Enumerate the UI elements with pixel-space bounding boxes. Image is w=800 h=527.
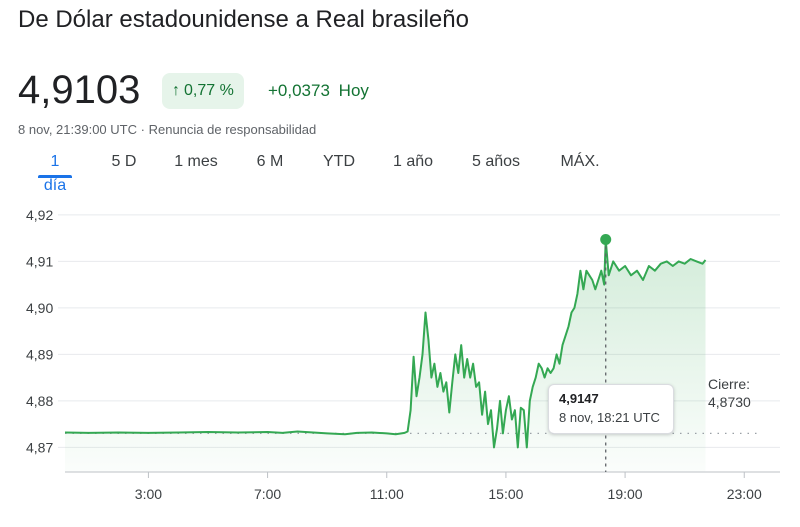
hover-point	[600, 234, 612, 246]
tooltip-value: 4,9147	[559, 391, 599, 406]
x-tick-label: 3:00	[135, 486, 162, 502]
time-range-tabs: 1 día 5 D 1 mes 6 M YTD 1 año 5 años MÁX…	[0, 150, 800, 194]
tab-1-month[interactable]: 1 mes	[174, 153, 218, 170]
y-tick-label: 4,91	[26, 253, 53, 269]
tooltip-time: 8 nov, 18:21 UTC	[559, 410, 660, 425]
y-tick-label: 4,88	[26, 393, 53, 409]
meta-separator: ·	[140, 122, 145, 137]
y-tick-label: 4,90	[26, 300, 53, 316]
change-period: Hoy	[338, 81, 369, 100]
tab-5-years[interactable]: 5 años	[471, 153, 521, 170]
change-percent-badge: ↑ 0,77 %	[162, 73, 244, 109]
x-tick-label: 15:00	[488, 486, 523, 502]
x-tick-label: 19:00	[608, 486, 643, 502]
series-area	[65, 239, 706, 472]
current-price: 4,9103	[18, 68, 141, 112]
tab-6-months[interactable]: 6 M	[256, 153, 284, 170]
page-title: De Dólar estadounidense a Real brasileño	[18, 6, 469, 33]
hover-tooltip: 4,9147 8 nov, 18:21 UTC	[548, 384, 674, 434]
series-line	[64, 238, 707, 449]
change-absolute: +0,0373	[268, 81, 330, 100]
x-tick-label: 11:00	[370, 486, 404, 502]
x-tick-label: 7:00	[254, 486, 281, 502]
change-percent: 0,77 %	[184, 82, 234, 99]
tab-ytd[interactable]: YTD	[323, 153, 355, 170]
previous-close-value: 4,8730	[708, 394, 751, 410]
arrow-up-icon: ↑	[172, 82, 180, 99]
tab-1-year[interactable]: 1 año	[392, 153, 434, 170]
previous-close-label: Cierre:	[708, 376, 751, 392]
tab-1-day[interactable]: 1 día	[38, 150, 72, 194]
y-tick-label: 4,87	[26, 439, 53, 455]
disclaimer-link[interactable]: Renuncia de responsabilidad	[148, 122, 317, 137]
tab-5-days[interactable]: 5 D	[111, 153, 137, 170]
previous-close-annotation: Cierre: 4,8730	[708, 375, 751, 411]
tab-max[interactable]: MÁX.	[560, 153, 600, 170]
y-tick-label: 4,89	[26, 346, 53, 362]
y-tick-label: 4,92	[26, 207, 53, 223]
price-meta: 8 nov, 21:39:00 UTC · Renuncia de respon…	[18, 122, 316, 137]
change-absolute-row: +0,0373 Hoy	[268, 81, 369, 101]
timestamp: 8 nov, 21:39:00 UTC	[18, 122, 137, 137]
x-tick-label: 23:00	[727, 486, 762, 502]
